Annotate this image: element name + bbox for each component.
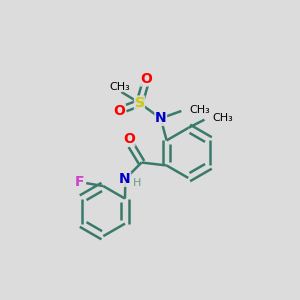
Text: O: O [114, 104, 125, 118]
Text: O: O [140, 72, 152, 86]
Text: CH₃: CH₃ [190, 104, 210, 115]
Text: N: N [119, 172, 130, 186]
Text: H: H [132, 178, 141, 188]
Text: CH₃: CH₃ [213, 113, 233, 123]
Text: N: N [155, 111, 167, 125]
Text: F: F [75, 175, 85, 189]
Text: O: O [123, 132, 135, 146]
Text: CH₃: CH₃ [110, 82, 130, 92]
Text: S: S [134, 96, 145, 110]
